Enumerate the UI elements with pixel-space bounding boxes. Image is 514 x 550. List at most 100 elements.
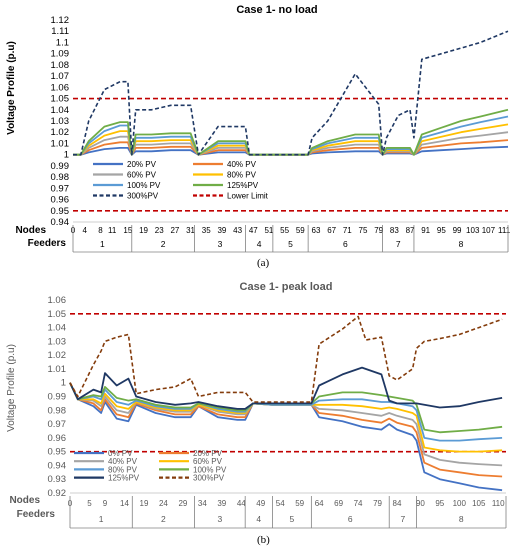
chart-b-legend-label-1: 20% PV [193, 449, 223, 458]
chart-b-legend-label-4: 80% PV [108, 465, 138, 474]
chart-b-legend-label-3: 60% PV [193, 457, 223, 466]
chart-a-y-tick-6: 1 [64, 150, 69, 161]
chart-b-title: Case 1- peak load [240, 281, 333, 293]
chart-b-feeder-label-0: 1 [99, 514, 104, 524]
chart-b-node-tick-3: 14 [120, 499, 129, 508]
chart-a-legend-label-0: 20% PV [127, 160, 157, 169]
chart-a-y-tick-8: 1.02 [51, 127, 70, 138]
chart-b-series-125-pv [69, 366, 503, 410]
chart-a-y-tick-15: 1.09 [51, 49, 70, 60]
chart-a-series-300-pv [73, 30, 509, 156]
chart-b-y-tick-11: 1.03 [48, 336, 67, 347]
chart-a-y-tick-14: 1.08 [51, 60, 70, 71]
chart-a-node-tick-20: 79 [374, 226, 383, 235]
chart-b-node-tick-4: 19 [140, 499, 149, 508]
chart-a-y-tick-1: 0.95 [51, 206, 70, 217]
chart-b-node-tick-16: 79 [373, 499, 382, 508]
chart-a-title: Case 1- no load [236, 4, 317, 16]
chart-b-legend-label-6: 125%PV [108, 474, 140, 483]
chart-a-node-tick-9: 35 [202, 226, 211, 235]
chart-a-node-tick-19: 75 [359, 226, 368, 235]
chart-a-feeder-label-5: 6 [343, 239, 348, 249]
chart-b-legend-label-7: 300%PV [193, 474, 225, 483]
chart-a-node-tick-17: 67 [327, 226, 336, 235]
chart-a-feeders-label: Feeders [28, 238, 67, 249]
chart-b-feeder-label-1: 2 [161, 514, 166, 524]
chart-b-y-axis-label: Voltage Profile (p.u) [6, 344, 17, 432]
chart-b-node-tick-18: 90 [416, 499, 425, 508]
chart-a-y-tick-16: 1.1 [56, 37, 69, 48]
chart-a-feeder-label-3: 4 [257, 239, 262, 249]
chart-a-node-tick-13: 51 [264, 226, 273, 235]
panel-b-label: (b) [257, 534, 270, 546]
chart-b-node-tick-13: 64 [315, 499, 324, 508]
chart-a-node-tick-23: 91 [421, 226, 430, 235]
chart-b-node-tick-9: 44 [237, 499, 246, 508]
chart-a-node-tick-18: 71 [343, 226, 352, 235]
chart-b-y-tick-13: 1.05 [48, 309, 67, 320]
chart-a-node-tick-22: 87 [406, 226, 415, 235]
chart-a-node-tick-16: 63 [312, 226, 321, 235]
chart-b-node-tick-6: 29 [178, 499, 187, 508]
chart-a-feeder-label-6: 7 [396, 239, 401, 249]
chart-a-legend-label-7: Lower Limit [227, 192, 269, 201]
chart-a-feeder-label-4: 5 [288, 239, 293, 249]
chart-a-legend-label-2: 60% PV [127, 171, 157, 180]
chart-a-node-tick-25: 99 [453, 226, 462, 235]
chart-a-nodes-label: Nodes [15, 225, 46, 236]
chart-b-y-tick-12: 1.04 [48, 323, 67, 334]
chart-a-node-tick-15: 59 [296, 226, 305, 235]
chart-a-node-tick-28: 111 [498, 226, 511, 235]
chart-b-legend-label-5: 100% PV [193, 465, 227, 474]
chart-b-feeder-label-3: 4 [256, 514, 261, 524]
chart-a-node-tick-27: 107 [482, 226, 496, 235]
chart-b-node-tick-2: 9 [103, 499, 108, 508]
chart-a-y-tick-3: 0.97 [51, 183, 70, 194]
chart-b-y-tick-9: 1.01 [48, 364, 67, 375]
chart-b-feeder-label-4: 5 [290, 514, 295, 524]
chart-b-y-tick-7: 0.99 [48, 392, 67, 403]
chart-b-node-tick-11: 54 [276, 499, 285, 508]
chart-b-node-tick-20: 100 [453, 499, 467, 508]
chart-b-y-tick-5: 0.97 [48, 419, 67, 430]
chart-a-y-tick-9: 1.03 [51, 116, 70, 127]
chart-b-node-tick-17: 84 [393, 499, 402, 508]
chart-b-y-tick-2: 0.94 [48, 460, 67, 471]
chart-panel-a: Case 1- no load Voltage Profile (p.u) No… [6, 4, 511, 253]
chart-b-y-tick-6: 0.98 [48, 405, 67, 416]
chart-a-y-tick-17: 1.11 [51, 26, 69, 37]
chart-b-y-tick-8: 1 [61, 378, 66, 389]
chart-b-node-tick-8: 39 [217, 499, 226, 508]
chart-b-node-tick-7: 34 [198, 499, 207, 508]
chart-a-node-tick-21: 83 [390, 226, 399, 235]
chart-a-series-125-pv [73, 108, 509, 156]
chart-a-feeder-label-1: 2 [161, 239, 166, 249]
chart-a-feeder-label-0: 1 [100, 239, 105, 249]
chart-a-node-tick-12: 47 [249, 226, 258, 235]
chart-a-y-tick-0: 0.94 [51, 217, 70, 228]
chart-a-legend-label-5: 125%PV [227, 181, 259, 190]
chart-b-node-tick-1: 5 [87, 499, 92, 508]
chart-a-node-tick-7: 27 [170, 226, 179, 235]
chart-a-node-tick-10: 39 [217, 226, 226, 235]
chart-a-node-tick-5: 19 [139, 226, 148, 235]
chart-a-y-tick-2: 0.96 [51, 195, 70, 206]
chart-a-legend-label-1: 40% PV [227, 160, 257, 169]
chart-b-node-tick-19: 95 [435, 499, 444, 508]
chart-b-node-tick-22: 110 [492, 499, 505, 508]
chart-a-legend-label-6: 300%PV [127, 192, 159, 201]
chart-a-feeder-label-2: 3 [218, 239, 223, 249]
chart-a-node-tick-4: 15 [123, 226, 132, 235]
chart-a-feeder-label-7: 8 [459, 239, 464, 249]
chart-b-node-tick-12: 59 [295, 499, 304, 508]
chart-b-y-tick-1: 0.93 [48, 474, 67, 485]
chart-a-node-tick-3: 11 [108, 226, 117, 235]
chart-b-node-tick-15: 74 [354, 499, 363, 508]
chart-a-node-tick-11: 43 [233, 226, 242, 235]
chart-a-legend-label-4: 100% PV [127, 181, 161, 190]
chart-a-node-tick-1: 4 [83, 226, 88, 235]
chart-a-y-tick-5: 0.99 [51, 161, 70, 172]
chart-a-node-tick-8: 31 [186, 226, 195, 235]
chart-a-y-tick-12: 1.06 [51, 82, 70, 93]
chart-a-y-tick-11: 1.05 [51, 94, 70, 105]
